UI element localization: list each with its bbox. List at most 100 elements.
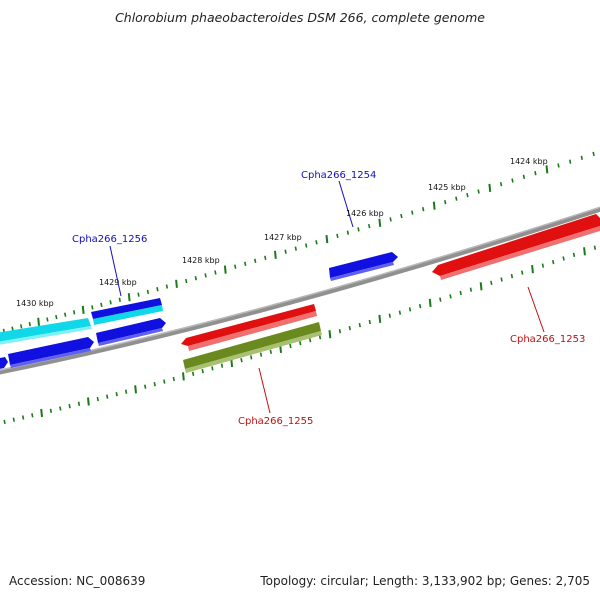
outer-tick-9 (73, 310, 76, 315)
inner-tick-52 (500, 277, 503, 282)
outer-tick-24 (214, 270, 217, 275)
outer-tick-27 (244, 261, 247, 266)
outer-tick-47 (455, 196, 458, 201)
gene-cpha266-1254-feature[interactable] (329, 252, 398, 281)
inner-tick-33 (308, 337, 312, 343)
inner-tick-51 (490, 280, 493, 286)
genome-backbone (0, 206, 600, 375)
outer-tick-48 (466, 192, 469, 198)
outer-tick-5 (37, 317, 40, 326)
gene-label-cpha266-1255[interactable]: Cpha266_1255 (238, 416, 313, 427)
forward-cds-left-2[interactable] (96, 318, 166, 346)
inner-tick-13 (115, 392, 118, 397)
outer-tick-57 (569, 159, 572, 164)
outer-tick-55 (545, 165, 549, 174)
inner-tick-29 (269, 349, 272, 354)
outer-tick-3 (20, 324, 23, 329)
inner-tick-14 (124, 389, 128, 394)
gene-label-cpha266-1254[interactable]: Cpha266_1254 (301, 170, 376, 181)
outer-tick-16 (137, 292, 140, 297)
outer-tick-4 (28, 321, 31, 327)
leader-line-1256 (109, 245, 122, 297)
inner-tick-42 (398, 310, 402, 315)
genome-summary-text: Topology: circular; Length: 3,133,902 bp… (260, 574, 590, 588)
outer-tick-54 (534, 170, 537, 176)
outer-tick-45 (432, 201, 436, 210)
outer-tick-44 (422, 207, 425, 212)
outer-tick-33 (305, 243, 308, 248)
inner-tick-12 (106, 394, 109, 399)
inner-tick-53 (510, 273, 514, 279)
inner-tick-39 (368, 319, 371, 325)
gene-cpha266-1256-feature[interactable] (91, 298, 163, 325)
leader-line-1255 (258, 367, 271, 414)
outer-tick-35 (325, 235, 329, 244)
inner-tick-5 (40, 408, 43, 418)
gene-label-cpha266-1253[interactable]: Cpha266_1253 (510, 334, 585, 345)
inner-tick-4 (31, 413, 34, 418)
olive-feature[interactable] (183, 322, 322, 373)
inner-tick-58 (562, 256, 565, 261)
outer-tick-59 (592, 151, 595, 157)
inner-tick-6 (49, 408, 53, 413)
inner-tick-45 (428, 298, 432, 307)
inner-tick-23 (211, 366, 214, 371)
inner-tick-17 (153, 382, 156, 387)
kbp-label-1427: 1427 kbp (264, 233, 302, 242)
outer-tick-49 (477, 189, 480, 194)
outer-tick-23 (204, 273, 207, 278)
outer-tick-25 (223, 265, 227, 274)
kbp-label-1429: 1429 kbp (99, 278, 137, 287)
inner-tick-18 (163, 379, 166, 384)
kbp-label-1425: 1425 kbp (428, 183, 466, 192)
outer-tick-29 (264, 255, 267, 260)
map-title: Chlorobium phaeobacteroides DSM 266, com… (115, 10, 485, 25)
outer-tick-51 (499, 182, 503, 187)
kbp-label-1430: 1430 kbp (16, 299, 54, 308)
inner-tick-54 (521, 270, 524, 275)
inner-tick-61 (593, 245, 597, 250)
inner-tick-34 (318, 335, 322, 340)
outer-tick-58 (580, 155, 583, 160)
gene-label-cpha266-1256[interactable]: Cpha266_1256 (72, 234, 147, 245)
gene-cpha266-1253-feature[interactable] (432, 214, 600, 280)
outer-tick-46 (444, 200, 447, 205)
inner-tick-36 (338, 329, 342, 334)
outer-tick-39 (368, 223, 371, 229)
inner-tick-20 (182, 372, 185, 381)
outer-tick-ring (2, 151, 595, 333)
outer-tick-38 (357, 227, 360, 232)
outer-tick-7 (55, 314, 58, 320)
inner-tick-7 (59, 406, 62, 411)
outer-tick-28 (254, 258, 257, 263)
forward-cds-left-1[interactable] (8, 337, 94, 368)
inner-tick-1 (3, 419, 6, 425)
inner-tick-15 (134, 385, 137, 394)
outer-tick-31 (284, 249, 287, 254)
outer-tick-12 (100, 302, 103, 308)
inner-tick-16 (144, 384, 147, 389)
outer-tick-17 (146, 289, 150, 295)
outer-tick-15 (127, 293, 131, 302)
inner-tick-28 (259, 352, 263, 357)
accession-text: Accession: NC_008639 (9, 574, 146, 588)
kbp-label-1424: 1424 kbp (510, 157, 548, 166)
inner-tick-32 (299, 340, 302, 346)
outer-tick-20 (175, 279, 178, 288)
gene-cpha266-1255-feature[interactable] (181, 304, 317, 351)
outer-tick-26 (234, 264, 237, 269)
outer-tick-22 (194, 276, 197, 281)
forward-cds-left-edge[interactable] (0, 357, 8, 370)
outer-tick-14 (118, 297, 121, 302)
inner-tick-43 (408, 307, 412, 312)
inner-tick-27 (250, 355, 253, 360)
outer-tick-10 (81, 305, 85, 314)
inner-tick-2 (12, 417, 15, 422)
inner-tick-26 (240, 358, 243, 363)
inner-tick-48 (459, 290, 462, 296)
outer-tick-11 (91, 305, 94, 310)
outer-tick-32 (294, 246, 297, 251)
cyan-feature[interactable] (0, 318, 92, 345)
inner-tick-22 (201, 368, 204, 374)
